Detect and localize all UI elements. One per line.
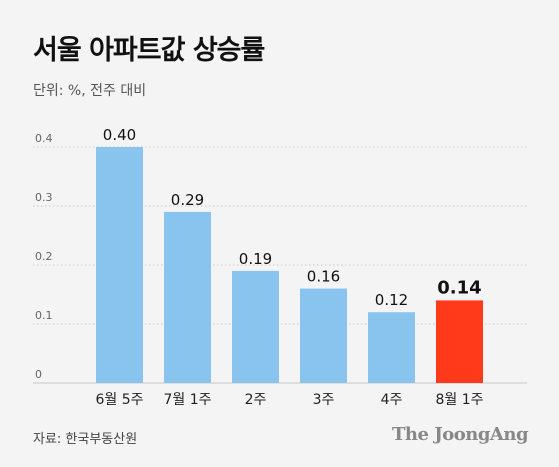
bar-2 (232, 270, 279, 383)
bar-5 (436, 300, 483, 383)
bar-0 (96, 147, 143, 383)
category-label-4: 4주 (381, 392, 403, 408)
bar-1 (164, 211, 211, 383)
y-tick-label-2: 0.2 (35, 250, 53, 263)
bar-4 (368, 312, 415, 383)
y-tick-label-3: 0.3 (35, 191, 53, 204)
bar-3 (300, 288, 347, 383)
category-label-5: 8월 1주 (435, 392, 483, 408)
category-label-3: 3주 (313, 392, 335, 408)
value-label-2: 0.19 (239, 250, 272, 268)
y-tick-label-4: 0.4 (35, 132, 53, 145)
source-note: 자료: 한국부동산원 (33, 432, 138, 447)
value-label-1: 0.29 (171, 191, 204, 209)
y-tick-label-1: 0.1 (35, 309, 53, 322)
category-label-1: 7월 1주 (163, 392, 211, 408)
category-label-2: 2주 (245, 392, 267, 408)
value-label-4: 0.12 (375, 291, 408, 309)
value-label-3: 0.16 (307, 268, 340, 286)
y-tick-label-0: 0 (35, 368, 42, 381)
value-label-0: 0.40 (103, 126, 136, 144)
chart-title: 서울 아파트값 상승률 (33, 35, 265, 66)
chart-unit-subtitle: 단위: %, 전주 대비 (33, 83, 147, 99)
value-label-5: 0.14 (437, 277, 481, 298)
category-label-0: 6월 5주 (95, 392, 143, 408)
publisher-logo: The JoongAng (392, 424, 529, 445)
